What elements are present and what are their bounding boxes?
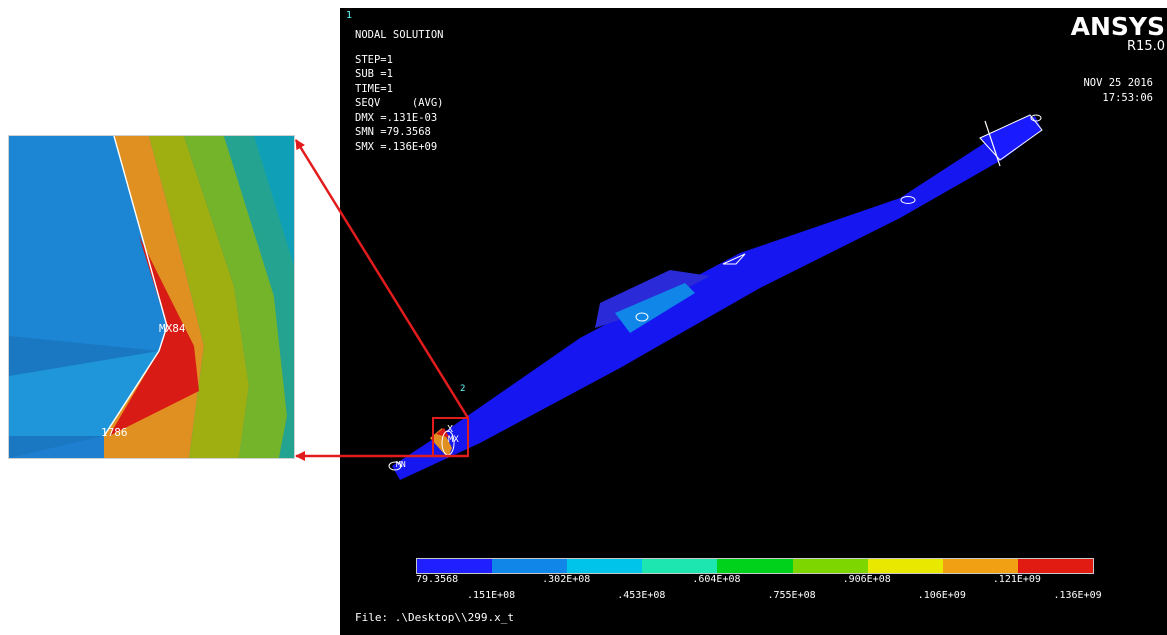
legend-tick-bottom: .106E+09 — [917, 590, 966, 601]
inset-blue-facet — [9, 351, 159, 436]
model-hole-left — [388, 461, 402, 471]
legend-segment — [642, 559, 718, 573]
legend-segment — [942, 559, 1018, 573]
zoom-inset: MX84 1786 — [8, 135, 295, 459]
legend-segment — [717, 559, 793, 573]
info-dmx: DMX =.131E-03 — [355, 111, 438, 124]
brand-version: R15.0 — [1127, 39, 1165, 54]
model-tube-end — [979, 114, 1043, 161]
model-x-label: X — [447, 424, 453, 435]
inset-contour-plot: MX84 1786 — [9, 136, 294, 458]
solution-info: NODAL SOLUTION STEP=1 SUB =1 TIME=1 SEQV… — [355, 28, 444, 154]
legend-segment — [1017, 559, 1093, 573]
legend-segment — [567, 559, 643, 573]
inset-green-band — [184, 136, 287, 458]
model-cyan-patch — [615, 283, 695, 333]
model-section-line — [984, 120, 1001, 167]
info-title: NODAL SOLUTION — [355, 29, 444, 41]
legend-tick-bottom: .136E+09 — [1053, 590, 1102, 601]
legend-tick-bottom: .755E+08 — [767, 590, 816, 601]
ansys-logo: ANSYS R15.0 — [1071, 14, 1165, 54]
info-time: TIME=1 — [355, 82, 393, 95]
inset-mn-label: 1786 — [101, 426, 128, 439]
brand-name: ANSYS — [1070, 12, 1165, 41]
legend-tick-top: 79.3568 — [416, 574, 459, 585]
inset-edge-line — [103, 136, 168, 437]
fea-model: MN X MX 2 — [388, 114, 1043, 480]
legend-segment — [492, 559, 568, 573]
inset-cyan-corner — [254, 136, 294, 266]
legend-tick-bottom: .151E+08 — [467, 590, 516, 601]
model-node-label: 2 — [460, 384, 465, 394]
ansys-graphics-window[interactable]: 1 NODAL SOLUTION STEP=1 SUB =1 TIME=1 SE… — [340, 8, 1167, 635]
legend-tick-bottom: .453E+08 — [617, 590, 666, 601]
legend-tick-top: .906E+08 — [842, 574, 891, 585]
time-text: 17:53:06 — [1102, 92, 1153, 104]
info-seqv: SEQV (AVG) — [355, 97, 444, 109]
model-tube-body — [392, 116, 1042, 480]
legend-tick-top: .121E+09 — [992, 574, 1041, 585]
legend-segment — [792, 559, 868, 573]
info-smn: SMN =79.3568 — [355, 126, 431, 138]
contour-legend-bar — [416, 558, 1094, 574]
legend-tick-top: .302E+08 — [542, 574, 591, 585]
model-hole-top — [900, 196, 916, 204]
datetime: NOV 25 2016 17:53:06 — [1083, 76, 1153, 106]
info-sub: SUB =1 — [355, 68, 393, 80]
window-number: 1 — [346, 10, 353, 21]
legend-tick-top: .604E+08 — [692, 574, 741, 585]
legend-segment — [867, 559, 943, 573]
info-step: STEP=1 — [355, 53, 393, 66]
date-text: NOV 25 2016 — [1083, 77, 1153, 89]
model-mx-label: MX — [448, 435, 459, 445]
model-feature-triangle — [722, 253, 746, 265]
file-path: File: .\Desktop\\299.x_t — [355, 611, 514, 624]
model-hole-mid — [635, 312, 649, 322]
legend-segment — [417, 559, 493, 573]
model-hole-end — [1030, 114, 1042, 122]
inset-mx-label: MX84 — [159, 322, 186, 335]
inset-teal-band — [224, 136, 294, 458]
model-mn-label: MN — [396, 460, 406, 469]
inset-yellowgreen-band — [149, 136, 249, 458]
inset-red-region — [109, 236, 199, 436]
